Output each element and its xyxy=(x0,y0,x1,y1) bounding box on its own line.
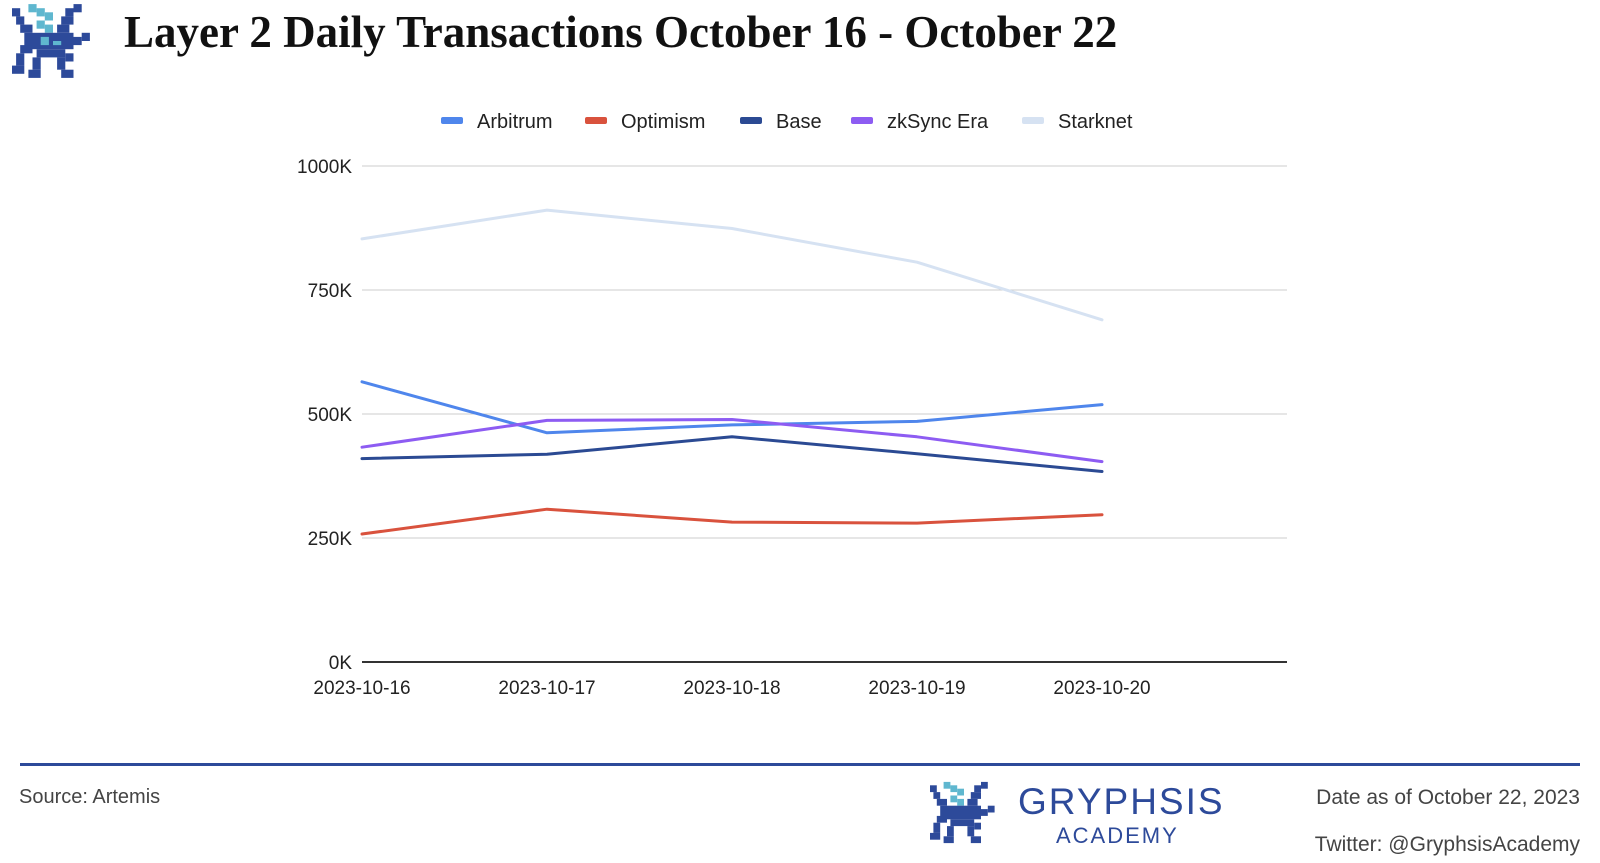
twitter-handle: Twitter: @GryphsisAcademy xyxy=(1314,833,1580,856)
gryphsis-academy-logo-icon xyxy=(930,781,995,844)
legend-label: Starknet xyxy=(1058,111,1133,133)
series-line-arbitrum xyxy=(360,380,1104,435)
brand-name: GRYPHSIS xyxy=(1018,781,1225,822)
series-line-optimism xyxy=(360,507,1104,536)
brand-subtitle: ACADEMY xyxy=(1056,823,1179,848)
series-line-base xyxy=(360,435,1104,473)
legend-swatch-starknet xyxy=(1022,117,1044,124)
legend-label: Base xyxy=(776,111,822,133)
gryphsis-logo-icon xyxy=(12,4,90,78)
legend-swatch-zksync-era xyxy=(851,117,873,124)
x-tick-label: 2023-10-20 xyxy=(1053,678,1150,699)
y-tick-label: 750K xyxy=(308,281,353,302)
y-tick-label: 500K xyxy=(308,405,353,426)
y-tick-label: 250K xyxy=(308,529,353,550)
x-tick-label: 2023-10-17 xyxy=(498,678,595,699)
legend-label: zkSync Era xyxy=(887,111,989,133)
chart-title: Layer 2 Daily Transactions October 16 - … xyxy=(124,7,1118,57)
x-tick-label: 2023-10-18 xyxy=(683,678,780,699)
y-tick-label: 0K xyxy=(329,653,353,674)
series-line-starknet xyxy=(360,208,1104,322)
legend-swatch-optimism xyxy=(585,117,607,124)
date-text: Date as of October 22, 2023 xyxy=(1316,786,1580,809)
x-tick-label: 2023-10-16 xyxy=(313,678,410,699)
y-tick-label: 1000K xyxy=(297,157,352,178)
legend-label: Arbitrum xyxy=(477,111,553,133)
legend-label: Optimism xyxy=(621,111,705,133)
legend-swatch-arbitrum xyxy=(441,117,463,124)
legend-swatch-base xyxy=(740,117,762,124)
x-tick-label: 2023-10-19 xyxy=(868,678,965,699)
series-line-zksync-era xyxy=(360,418,1104,464)
source-text: Source: Artemis xyxy=(19,786,161,808)
line-chart: 0K 250K 500K 750K 1000K 2023-10-16 2023-10-17 2… xyxy=(297,111,1287,699)
footer-divider xyxy=(20,763,1580,766)
brand-block: GRYPHSIS ACADEMY xyxy=(930,780,1223,852)
